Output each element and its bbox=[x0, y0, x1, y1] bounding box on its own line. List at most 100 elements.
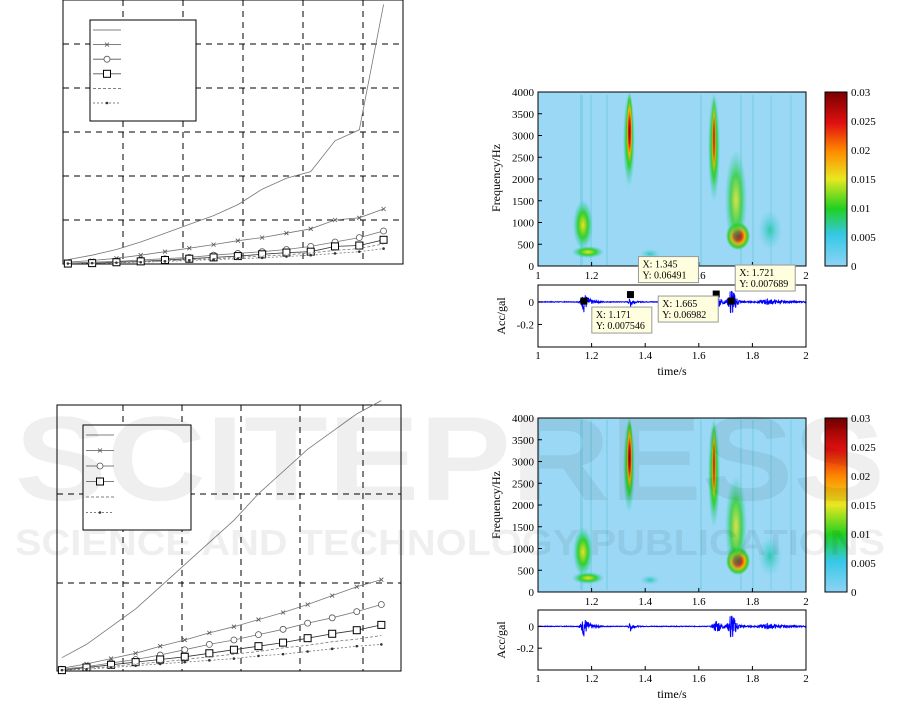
data-point bbox=[66, 262, 70, 265]
series-line bbox=[67, 4, 384, 260]
data-point bbox=[303, 634, 312, 643]
data-point bbox=[377, 620, 386, 629]
series-line bbox=[61, 624, 382, 671]
data-point bbox=[284, 230, 289, 236]
x-tick-label: 1.6 bbox=[692, 596, 706, 608]
y-axis-label: Frequency/Hz bbox=[489, 144, 503, 212]
data-point bbox=[236, 257, 240, 261]
data-point bbox=[309, 253, 313, 257]
data-point bbox=[306, 650, 309, 653]
y-tick-label: 1000 bbox=[512, 544, 535, 556]
data-point bbox=[304, 619, 312, 627]
data-point bbox=[139, 260, 143, 264]
data-point bbox=[352, 626, 361, 635]
colorbar-tick-label: 0.01 bbox=[851, 529, 870, 541]
data-point bbox=[211, 242, 216, 247]
series-line bbox=[61, 579, 382, 669]
spectrogram-top: 11.21.41.61.82 0500100015002000250030003… bbox=[489, 87, 809, 282]
colorbar bbox=[824, 91, 848, 267]
data-point bbox=[280, 610, 286, 615]
data-point bbox=[357, 215, 362, 221]
datatip-box bbox=[637, 256, 699, 284]
colorbar-tick-label: 0.03 bbox=[851, 87, 871, 99]
y-tick-label: -0.2 bbox=[517, 643, 534, 655]
legend-marker bbox=[98, 511, 102, 514]
y-tick-label: 1500 bbox=[512, 522, 535, 534]
colorbar-tick-label: 0.015 bbox=[851, 500, 876, 512]
data-point bbox=[353, 608, 361, 615]
line-chart-bottom bbox=[56, 400, 402, 675]
y-tick-label: 1000 bbox=[512, 218, 535, 230]
colorbar-bottom: 0 0.005 0.01 0.015 0.02 0.025 0.03 bbox=[824, 413, 876, 599]
data-point bbox=[157, 643, 163, 649]
data-point bbox=[232, 657, 236, 660]
x-tick-label: 1.2 bbox=[585, 596, 599, 608]
series-line bbox=[61, 635, 382, 671]
data-point bbox=[90, 261, 94, 265]
y-tick-label: 0 bbox=[529, 297, 535, 309]
y-tick-label: -0.2 bbox=[517, 319, 534, 331]
data-point bbox=[187, 245, 192, 251]
data-point bbox=[115, 261, 118, 264]
data-point bbox=[328, 614, 336, 622]
x-tick-label: 1.4 bbox=[638, 673, 652, 685]
data-point bbox=[230, 636, 238, 644]
data-point bbox=[332, 217, 338, 223]
x-tick-label: 2 bbox=[803, 350, 809, 362]
data-point bbox=[279, 625, 287, 633]
x-tick-label: 1 bbox=[535, 673, 541, 685]
x-tick-label: 2 bbox=[803, 270, 809, 282]
data-point bbox=[257, 654, 260, 658]
colorbar-tick-label: 0 bbox=[851, 261, 857, 273]
data-point bbox=[379, 235, 388, 244]
x-tick-label: 1.2 bbox=[585, 270, 599, 282]
x-tick-label: 1.2 bbox=[585, 350, 599, 362]
data-point bbox=[330, 647, 334, 651]
y-tick-label: 0 bbox=[529, 621, 535, 633]
data-point bbox=[180, 652, 189, 661]
data-point bbox=[357, 250, 361, 253]
colorbar-tick-label: 0.025 bbox=[851, 442, 876, 454]
y-tick-label: 500 bbox=[518, 239, 535, 251]
data-point bbox=[235, 238, 241, 243]
y-tick-label: 2000 bbox=[512, 500, 535, 512]
datatip-marker bbox=[580, 297, 588, 305]
data-point bbox=[354, 584, 360, 590]
x-tick-label: 1.8 bbox=[746, 350, 760, 362]
datatip-x: X: 1.665 bbox=[662, 299, 697, 310]
colorbar-tick-label: 0.02 bbox=[851, 471, 870, 483]
data-point bbox=[285, 255, 288, 258]
plot-frame bbox=[537, 609, 807, 671]
data-point bbox=[208, 659, 211, 662]
x-tick-label: 1.4 bbox=[638, 596, 652, 608]
data-point bbox=[85, 667, 88, 671]
data-point bbox=[207, 630, 212, 636]
data-point bbox=[162, 249, 168, 254]
datatip-x: X: 1.345 bbox=[642, 260, 677, 271]
data-point bbox=[381, 206, 386, 212]
y-tick-label: 3000 bbox=[512, 131, 535, 143]
data-point bbox=[355, 234, 363, 242]
data-point bbox=[158, 662, 162, 666]
data-point bbox=[260, 256, 264, 260]
data-point bbox=[259, 235, 265, 240]
data-point bbox=[281, 652, 285, 656]
data-point bbox=[182, 637, 188, 643]
data-point bbox=[181, 646, 189, 654]
y-tick-label: 2500 bbox=[512, 478, 535, 490]
data-point bbox=[60, 668, 64, 672]
x-tick-label: 2 bbox=[803, 596, 809, 608]
legend-marker bbox=[97, 448, 103, 453]
grid bbox=[57, 405, 401, 671]
data-point bbox=[355, 644, 359, 648]
data-point bbox=[109, 666, 113, 669]
datatip-box bbox=[591, 306, 653, 334]
data-point bbox=[254, 642, 263, 651]
datatip-y: Y: 0.007689 bbox=[739, 279, 788, 290]
data-point bbox=[205, 641, 213, 648]
colorbar-tick-label: 0.01 bbox=[851, 203, 870, 215]
y-tick-label: 3500 bbox=[512, 435, 535, 447]
legend-marker bbox=[96, 477, 104, 486]
data-point bbox=[163, 260, 167, 263]
datatip-x: X: 1.721 bbox=[739, 268, 774, 279]
